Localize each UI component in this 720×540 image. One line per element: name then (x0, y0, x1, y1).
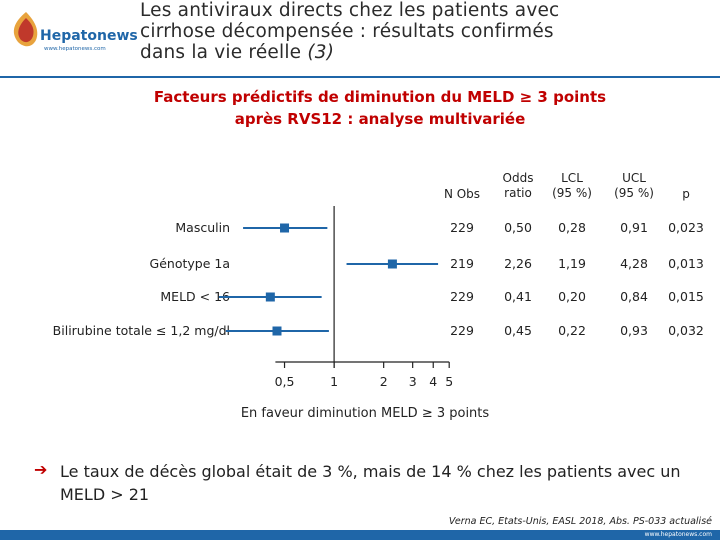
cell-ucl: 0,93 (620, 323, 648, 338)
row-label: Génotype 1a (149, 256, 230, 271)
header-divider (0, 76, 720, 78)
column-header-line: p (682, 187, 690, 201)
column-header-line: LCL (561, 171, 583, 185)
column-header-line: Odds (502, 171, 534, 185)
column-header-line: UCL (622, 171, 646, 185)
point-marker (265, 292, 275, 302)
logo-name: Hepatonews (40, 28, 138, 44)
footer-url: www.hepatonews.com (644, 531, 712, 538)
row-label: MELD < 16 (160, 289, 230, 304)
column-header-line: N Obs (443, 187, 481, 201)
x-tick-label: 5 (445, 374, 453, 389)
cell-or: 0,45 (504, 323, 532, 338)
cell-nobs: 229 (450, 289, 474, 304)
cell-ucl: 0,91 (620, 220, 648, 235)
row-label: Masculin (175, 220, 230, 235)
cell-or: 2,26 (504, 256, 532, 271)
chart-subtitle: Facteurs prédictifs de diminution du MEL… (0, 86, 720, 130)
cell-nobs: 229 (450, 323, 474, 338)
cell-p: 0,032 (668, 323, 704, 338)
footer-bar (0, 530, 720, 540)
x-tick-label: 0,5 (275, 374, 295, 389)
title-line-1: Les antiviraux directs chez les patients… (140, 0, 560, 21)
cell-lcl: 0,28 (558, 220, 586, 235)
column-header-nobs: N Obs (434, 187, 490, 202)
column-header-p: p (658, 187, 714, 202)
cell-lcl: 1,19 (558, 256, 586, 271)
column-header-ucl: UCL (95 %) (606, 171, 662, 201)
x-tick-label: 2 (380, 374, 388, 389)
cell-lcl: 0,20 (558, 289, 586, 304)
note-text: Le taux de décès global était de 3 %, ma… (60, 462, 681, 504)
hepatonews-logo: Hepatonews www.hepatonews.com (6, 8, 138, 64)
title-line-2: cirrhose décompensée : résultats confirm… (140, 21, 554, 42)
title-line-3: dans la vie réelle (3) (140, 42, 710, 63)
cell-p: 0,015 (668, 289, 704, 304)
column-header-lcl: LCL (95 %) (544, 171, 600, 201)
logo-icon (13, 12, 38, 47)
column-header-or: Odds ratio (490, 171, 546, 201)
x-tick-label: 3 (409, 374, 417, 389)
cell-p: 0,013 (668, 256, 704, 271)
point-marker (272, 326, 282, 336)
cell-or: 0,41 (504, 289, 532, 304)
cell-nobs: 219 (450, 256, 474, 271)
cell-nobs: 229 (450, 220, 474, 235)
x-tick-label: 4 (429, 374, 437, 389)
subtitle-line-1: Facteurs prédictifs de diminution du MEL… (153, 88, 607, 106)
reference: Verna EC, Etats-Unis, EASL 2018, Abs. PS… (448, 516, 712, 527)
subtitle-line-2: après RVS12 : analyse multivariée (234, 110, 526, 128)
cell-or: 0,50 (504, 220, 532, 235)
title-line-3-main: dans la vie réelle (140, 42, 308, 63)
column-header-line: (95 %) (614, 186, 654, 200)
cell-ucl: 4,28 (620, 256, 648, 271)
x-axis-label: En faveur diminution MELD ≥ 3 points (240, 406, 490, 421)
title-ref: (3) (307, 42, 335, 63)
x-tick-label: 1 (330, 374, 338, 389)
cell-ucl: 0,84 (620, 289, 648, 304)
logo-url: www.hepatonews.com (44, 46, 106, 52)
point-marker (387, 259, 397, 269)
arrow-icon: ➔ (34, 460, 48, 479)
cell-p: 0,023 (668, 220, 704, 235)
column-header-line: (95 %) (552, 186, 592, 200)
page-title: Les antiviraux directs chez les patients… (140, 0, 710, 63)
column-header-line: ratio (504, 186, 532, 200)
point-marker (280, 223, 290, 233)
header-bar: Hepatonews www.hepatonews.com Les antivi… (0, 0, 720, 78)
cell-lcl: 0,22 (558, 323, 586, 338)
row-label: Bilirubine totale ≤ 1,2 mg/dl (52, 323, 230, 338)
